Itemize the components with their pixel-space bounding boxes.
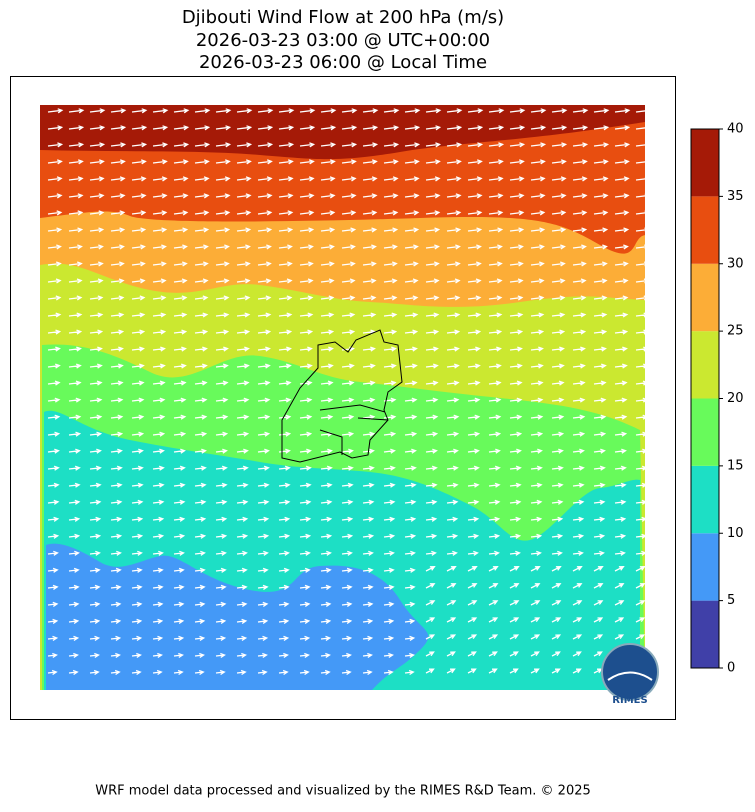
colorbar-band	[691, 533, 719, 601]
colorbar-tick-label: 35	[727, 189, 744, 204]
djibouti-border	[281, 329, 403, 463]
colorbar-tick-label: 5	[727, 593, 735, 608]
colorbar-tick-label: 20	[727, 391, 744, 406]
logo-text: RIMES	[612, 695, 647, 706]
colorbar-band	[691, 263, 719, 332]
colorbar-band	[691, 465, 719, 534]
footer: WRF model data processed and visualized …	[95, 784, 591, 799]
colorbar-band	[691, 331, 719, 399]
colorbar-tick-label: 10	[727, 526, 744, 541]
logo: RIMES	[601, 643, 659, 706]
colorbar: 0 5 10 15 20 25 30 35 40	[690, 122, 744, 676]
title-line: 2026-03-23 03:00 @ UTC+00:00	[196, 30, 490, 51]
colorbar-band	[691, 196, 719, 264]
colorbar-band	[691, 129, 719, 197]
wind-vectors	[47, 108, 652, 676]
colorbar-band	[691, 600, 719, 668]
colorbar-tick-label: 30	[727, 256, 744, 271]
colorbar-band	[691, 398, 719, 466]
colorbar-tick-label: 0	[727, 661, 735, 676]
colorbar-tick-label: 25	[727, 324, 744, 339]
colorbar-tick-label: 15	[727, 458, 744, 473]
colorbar-tick-label: 40	[727, 122, 744, 137]
logo-wave	[607, 671, 653, 681]
map	[40, 105, 652, 690]
speed-band	[46, 543, 429, 690]
title-line: Djibouti Wind Flow at 200 hPa (m/s)	[182, 7, 504, 28]
title-line: 2026-03-23 06:00 @ Local Time	[199, 52, 487, 73]
